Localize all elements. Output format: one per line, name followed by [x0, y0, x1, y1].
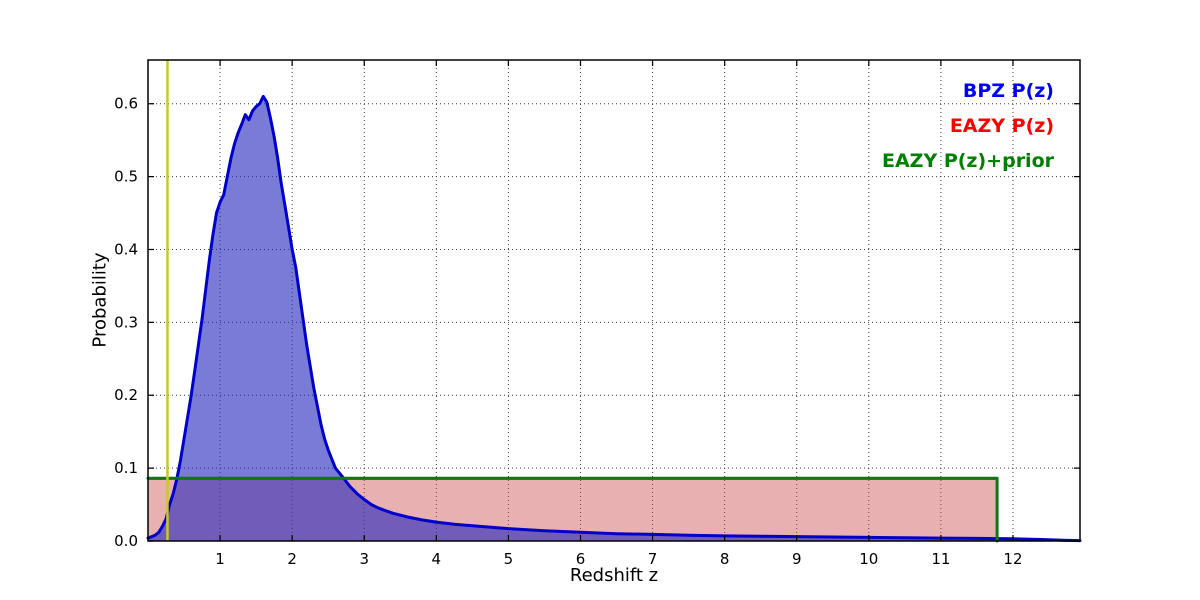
y-tick-label: 0.6 — [114, 95, 138, 113]
y-tick-label: 0.1 — [114, 459, 138, 477]
series-line-EAZY-P-z-prior — [146, 476, 999, 543]
y-tick-label: 0.2 — [114, 386, 138, 404]
x-tick-label: 4 — [432, 550, 442, 568]
x-tick-label: 7 — [648, 550, 658, 568]
x-tick-label: 10 — [859, 550, 878, 568]
y-axis-label: Probability — [89, 252, 111, 348]
y-tick-label: 0.3 — [114, 313, 138, 331]
x-axis-label: Redshift z — [569, 565, 659, 586]
y-tick-label: 0.4 — [114, 240, 138, 258]
legend-item-bpz-pz: BPZ P(z) — [962, 80, 1054, 102]
x-tick-label: 1 — [215, 550, 225, 568]
x-tick-label: 2 — [287, 550, 297, 568]
series-fill-BPZ-P-z- — [148, 96, 1080, 542]
x-tick-label: 11 — [931, 550, 950, 568]
x-tick-label: 6 — [576, 550, 586, 568]
series-line-BPZ-P-z- — [146, 94, 1082, 543]
y-tick-label: 0.0 — [114, 532, 138, 550]
x-tick-label: 12 — [1003, 550, 1022, 568]
legend-item-eazy-pz-prior: EAZY P(z)+prior — [881, 150, 1054, 172]
x-tick-label: 9 — [792, 550, 802, 568]
y-tick-label: 0.5 — [114, 168, 138, 186]
x-tick-label: 3 — [359, 550, 369, 568]
plot-frame — [147, 59, 1081, 542]
legend-item-eazy-pz: EAZY P(z) — [949, 115, 1054, 137]
x-tick-label: 8 — [720, 550, 730, 568]
legend: BPZ P(z) EAZY P(z) EAZY P(z)+prior — [882, 74, 1054, 179]
x-tick-label: 5 — [504, 550, 514, 568]
